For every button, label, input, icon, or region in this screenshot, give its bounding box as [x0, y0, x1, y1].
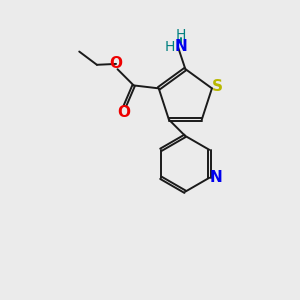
Text: S: S — [212, 80, 223, 94]
Text: O: O — [117, 105, 130, 120]
Text: N: N — [209, 170, 222, 185]
Text: N: N — [175, 39, 187, 54]
Text: H: H — [176, 28, 186, 42]
Text: O: O — [110, 56, 122, 71]
Text: H: H — [164, 40, 175, 54]
